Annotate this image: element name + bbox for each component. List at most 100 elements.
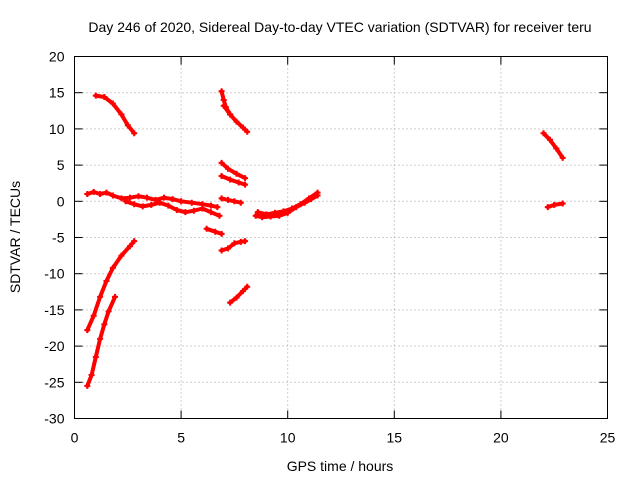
- chart-title: Day 246 of 2020, Sidereal Day-to-day VTE…: [88, 19, 591, 35]
- series-arc-10: [218, 195, 244, 206]
- data-point: [559, 154, 566, 161]
- series-arc-11: [203, 225, 225, 237]
- data-point: [126, 243, 133, 250]
- data-point: [239, 288, 246, 295]
- data-point: [233, 170, 240, 177]
- series-arc-3: [122, 198, 223, 219]
- series-arc-16: [540, 130, 566, 161]
- data-point: [297, 201, 304, 208]
- data-point: [88, 372, 95, 379]
- data-point: [139, 203, 146, 210]
- x-axis-title: GPS time / hours: [287, 458, 394, 474]
- data-point: [280, 208, 287, 215]
- data-point: [124, 122, 131, 129]
- y-tick-label: -10: [44, 266, 64, 282]
- series-arc-8: [218, 159, 249, 182]
- data-point: [231, 240, 238, 247]
- data-point: [233, 294, 240, 301]
- data-point: [216, 212, 223, 219]
- data-point: [227, 111, 234, 118]
- x-tick-label: 20: [493, 430, 509, 446]
- data-point: [131, 238, 138, 245]
- data-point: [190, 207, 197, 214]
- x-tick-label: 10: [280, 430, 296, 446]
- data-point: [161, 194, 168, 201]
- x-tick-label: 5: [177, 430, 185, 446]
- data-point: [239, 124, 246, 131]
- y-tick-label: -20: [44, 338, 64, 354]
- data-point: [148, 201, 155, 208]
- data-point: [203, 225, 210, 232]
- data-curve: [541, 131, 565, 160]
- y-tick-label: -15: [44, 302, 64, 318]
- data-point: [90, 312, 97, 319]
- data-curve: [219, 174, 248, 187]
- data-point: [109, 264, 116, 271]
- data-point: [254, 209, 261, 216]
- data-point: [90, 188, 97, 195]
- data-point: [118, 252, 125, 259]
- data-curve: [219, 196, 243, 205]
- data-point: [218, 159, 225, 166]
- y-tick-label: 0: [57, 193, 65, 209]
- data-point: [173, 206, 180, 213]
- data-point: [540, 130, 547, 137]
- data-point: [244, 128, 251, 135]
- data-point: [112, 293, 119, 300]
- data-point: [131, 130, 138, 137]
- data-point: [227, 176, 234, 183]
- data-point: [242, 238, 249, 245]
- data-point: [553, 145, 560, 152]
- data-point: [84, 382, 91, 389]
- data-point: [109, 100, 116, 107]
- data-point: [220, 102, 227, 109]
- series-arc-7: [220, 102, 251, 135]
- data-point: [263, 211, 270, 218]
- data-point: [551, 201, 558, 208]
- data-point: [220, 96, 227, 103]
- y-tick-label: 15: [49, 85, 65, 101]
- data-point: [126, 194, 133, 201]
- data-point: [252, 212, 259, 219]
- data-curve: [85, 239, 137, 333]
- data-point: [231, 198, 238, 205]
- data-point: [314, 189, 321, 196]
- data-point: [101, 321, 108, 328]
- data-point: [237, 199, 244, 206]
- data-point: [242, 175, 249, 182]
- data-point: [212, 228, 219, 235]
- data-point: [105, 308, 112, 315]
- x-tick-label: 25: [600, 430, 616, 446]
- data-point: [218, 247, 225, 254]
- data-point: [156, 199, 163, 206]
- data-point: [227, 299, 234, 306]
- data-point: [118, 195, 125, 202]
- data-point: [544, 204, 551, 211]
- data-point: [546, 136, 553, 143]
- data-point: [135, 193, 142, 200]
- data-point: [109, 192, 116, 199]
- y-tick-label: -25: [44, 374, 64, 390]
- data-point: [244, 283, 251, 290]
- data-point: [218, 172, 225, 179]
- series-arc-4: [84, 238, 138, 334]
- data-point: [225, 165, 232, 172]
- data-point: [218, 88, 225, 95]
- data-point: [207, 209, 214, 216]
- data-point: [84, 327, 91, 334]
- data-point: [97, 335, 104, 342]
- x-tick-label: 0: [71, 430, 79, 446]
- data-point: [271, 209, 278, 216]
- data-point: [233, 118, 240, 125]
- data-point: [214, 204, 221, 211]
- data-point: [143, 194, 150, 201]
- data-curve: [219, 160, 248, 181]
- data-point: [165, 202, 172, 209]
- data-curve: [228, 284, 250, 305]
- series-arc-1: [92, 92, 138, 137]
- data-point: [84, 191, 91, 198]
- y-tick-label: 10: [49, 121, 65, 137]
- data-point: [218, 230, 225, 237]
- data-point: [97, 293, 104, 300]
